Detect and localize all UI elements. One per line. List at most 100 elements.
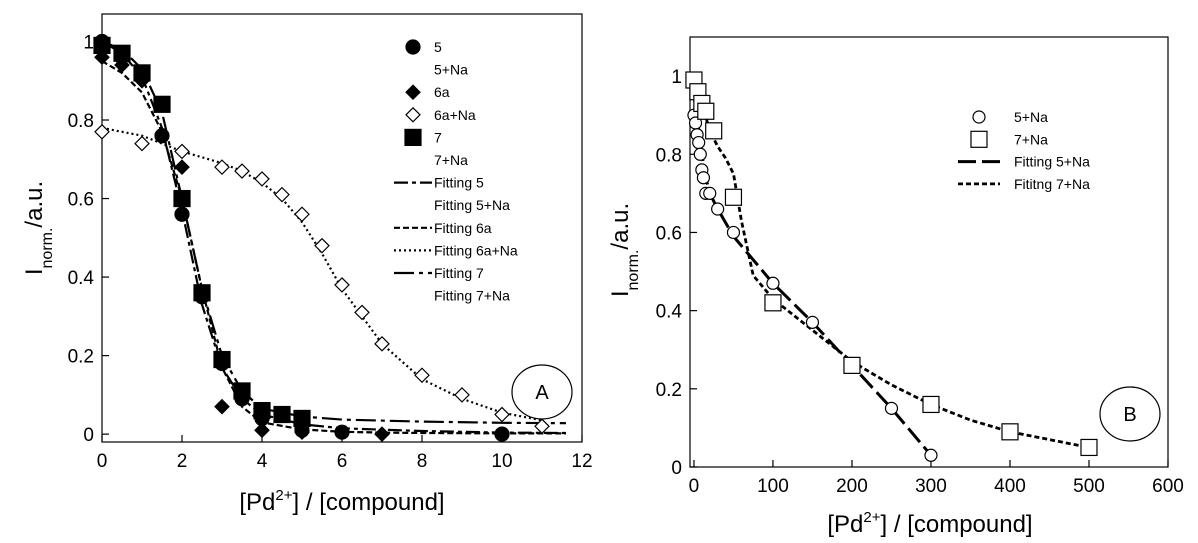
legend-marker (405, 39, 421, 55)
data-point (134, 135, 150, 152)
data-point (214, 398, 230, 415)
data-point (711, 202, 725, 216)
data-point (234, 163, 250, 179)
y-tick-label: 1 (83, 32, 94, 53)
data-point (193, 284, 211, 302)
panel-b-label: B (1123, 404, 1136, 426)
data-point (696, 171, 711, 185)
legend-label: 5+Na (1014, 109, 1048, 125)
fit-curve (101, 40, 567, 425)
x-tick-label: 600 (1152, 476, 1184, 497)
y-tick-label: 0.6 (68, 190, 94, 211)
x-tick-label: 10 (491, 451, 512, 472)
data-point (153, 95, 171, 113)
data-point (334, 424, 350, 440)
data-point (494, 406, 510, 423)
fit-curve (692, 95, 933, 457)
fit-curve (101, 40, 567, 435)
legend-label: 5+Na (434, 62, 468, 78)
data-point (174, 159, 190, 175)
data-point (1080, 438, 1098, 457)
data-point (374, 426, 390, 442)
y-tick-label: 0.2 (656, 380, 682, 401)
data-point (805, 315, 820, 329)
data-point (922, 395, 940, 414)
data-point (174, 143, 190, 160)
y-tick-label: 0.2 (68, 347, 94, 368)
panel-b-ticks: 0 100 200 300 400 500 600 0 0.2 0.4 0.6 0.8 1 (656, 67, 1184, 497)
legend-label: 5 (434, 39, 442, 55)
data-point (293, 409, 311, 428)
data-point (294, 424, 310, 441)
data-point (253, 401, 271, 420)
panel-b: 0 100 200 300 400 500 600 0 0.2 0.4 0.6 0.8 1 5+Na 7+… (607, 36, 1184, 538)
data-point (1001, 423, 1019, 441)
panel-a-ticks: 0 2 4 6 8 10 12 0 0.2 0.4 0.6 0.8 1 (68, 32, 593, 472)
panel-b-y-axis-title: Inorm./a.u. (607, 203, 642, 297)
data-point (766, 276, 780, 290)
panel-a: 0 2 4 6 8 10 12 0 0.2 0.4 0.6 0.8 1 5 5+Na 6a 6a+Na 7 7+N… (21, 13, 593, 516)
data-point (254, 422, 270, 439)
legend-label: Fititng 7+Na (1014, 176, 1090, 192)
data-point (93, 36, 111, 55)
legend-label: Fitting 7 (434, 265, 484, 281)
x-tick-label: 6 (337, 451, 348, 472)
data-point (113, 44, 131, 62)
data-point (314, 237, 330, 254)
y-tick-label: 0.6 (656, 223, 682, 244)
x-tick-label: 200 (836, 476, 868, 497)
data-point (843, 356, 861, 374)
y-tick-label: 0.8 (656, 145, 682, 166)
data-point (697, 102, 715, 120)
data-point (233, 382, 251, 400)
data-point (924, 448, 938, 462)
y-tick-label: 0 (83, 425, 94, 446)
data-point (693, 147, 707, 161)
data-point (884, 401, 899, 415)
x-tick-label: 100 (757, 476, 789, 497)
legend-marker (405, 106, 421, 123)
x-tick-label: 4 (257, 451, 268, 472)
data-point (374, 335, 390, 352)
panel-b-x-axis-title: [Pd2+] / [compound] (827, 509, 1032, 538)
y-tick-label: 0 (671, 458, 682, 479)
y-tick-label: 0.4 (656, 302, 683, 323)
panel-b-plot-frame (689, 36, 1169, 468)
x-tick-label: 500 (1073, 476, 1105, 497)
legend-marker (405, 84, 421, 101)
x-tick-label: 0 (689, 476, 700, 497)
x-tick-label: 0 (97, 451, 108, 472)
legend-label: 6a+Na (434, 107, 476, 123)
panel-a-label-circle (511, 364, 573, 420)
data-point (703, 186, 717, 200)
legend-label: Fitting 5 (434, 175, 484, 191)
panel-b-legend: 5+Na 7+Na Fitting 5+Na Fititng 7+Na (958, 109, 1090, 192)
legend-marker (970, 130, 988, 148)
legend-marker (972, 110, 986, 124)
x-tick-label: 12 (571, 451, 592, 472)
legend-label: Fitting 5+Na (1014, 154, 1090, 170)
legend-label: Fitting 5+Na (434, 197, 510, 213)
data-point (334, 277, 350, 293)
panel-b-data-points (685, 71, 1098, 462)
panel-a-y-axis-title: Inorm./a.u. (21, 181, 56, 275)
panel-a-legend: 5 5+Na 6a 6a+Na 7 7+Na Fitting 5 Fitting 5+Na Fi… (394, 39, 518, 304)
legend-label: 7 (434, 129, 442, 145)
legend-label: 7+Na (1014, 131, 1048, 147)
x-tick-label: 8 (417, 451, 428, 472)
y-tick-label: 0.4 (68, 268, 95, 289)
legend-label: Fitting 7+Na (434, 288, 510, 304)
x-tick-label: 2 (177, 451, 188, 472)
panel-a-x-axis-title: [Pd2+] / [compound] (239, 487, 444, 516)
panel-a-label: A (535, 382, 549, 404)
data-point (174, 206, 190, 222)
data-point (534, 418, 550, 435)
y-tick-label: 1 (671, 67, 682, 88)
data-point (274, 186, 290, 203)
data-point (154, 128, 170, 144)
y-tick-label: 0.8 (68, 111, 94, 132)
data-point (133, 64, 151, 82)
data-point (214, 159, 230, 175)
data-point (705, 122, 723, 140)
